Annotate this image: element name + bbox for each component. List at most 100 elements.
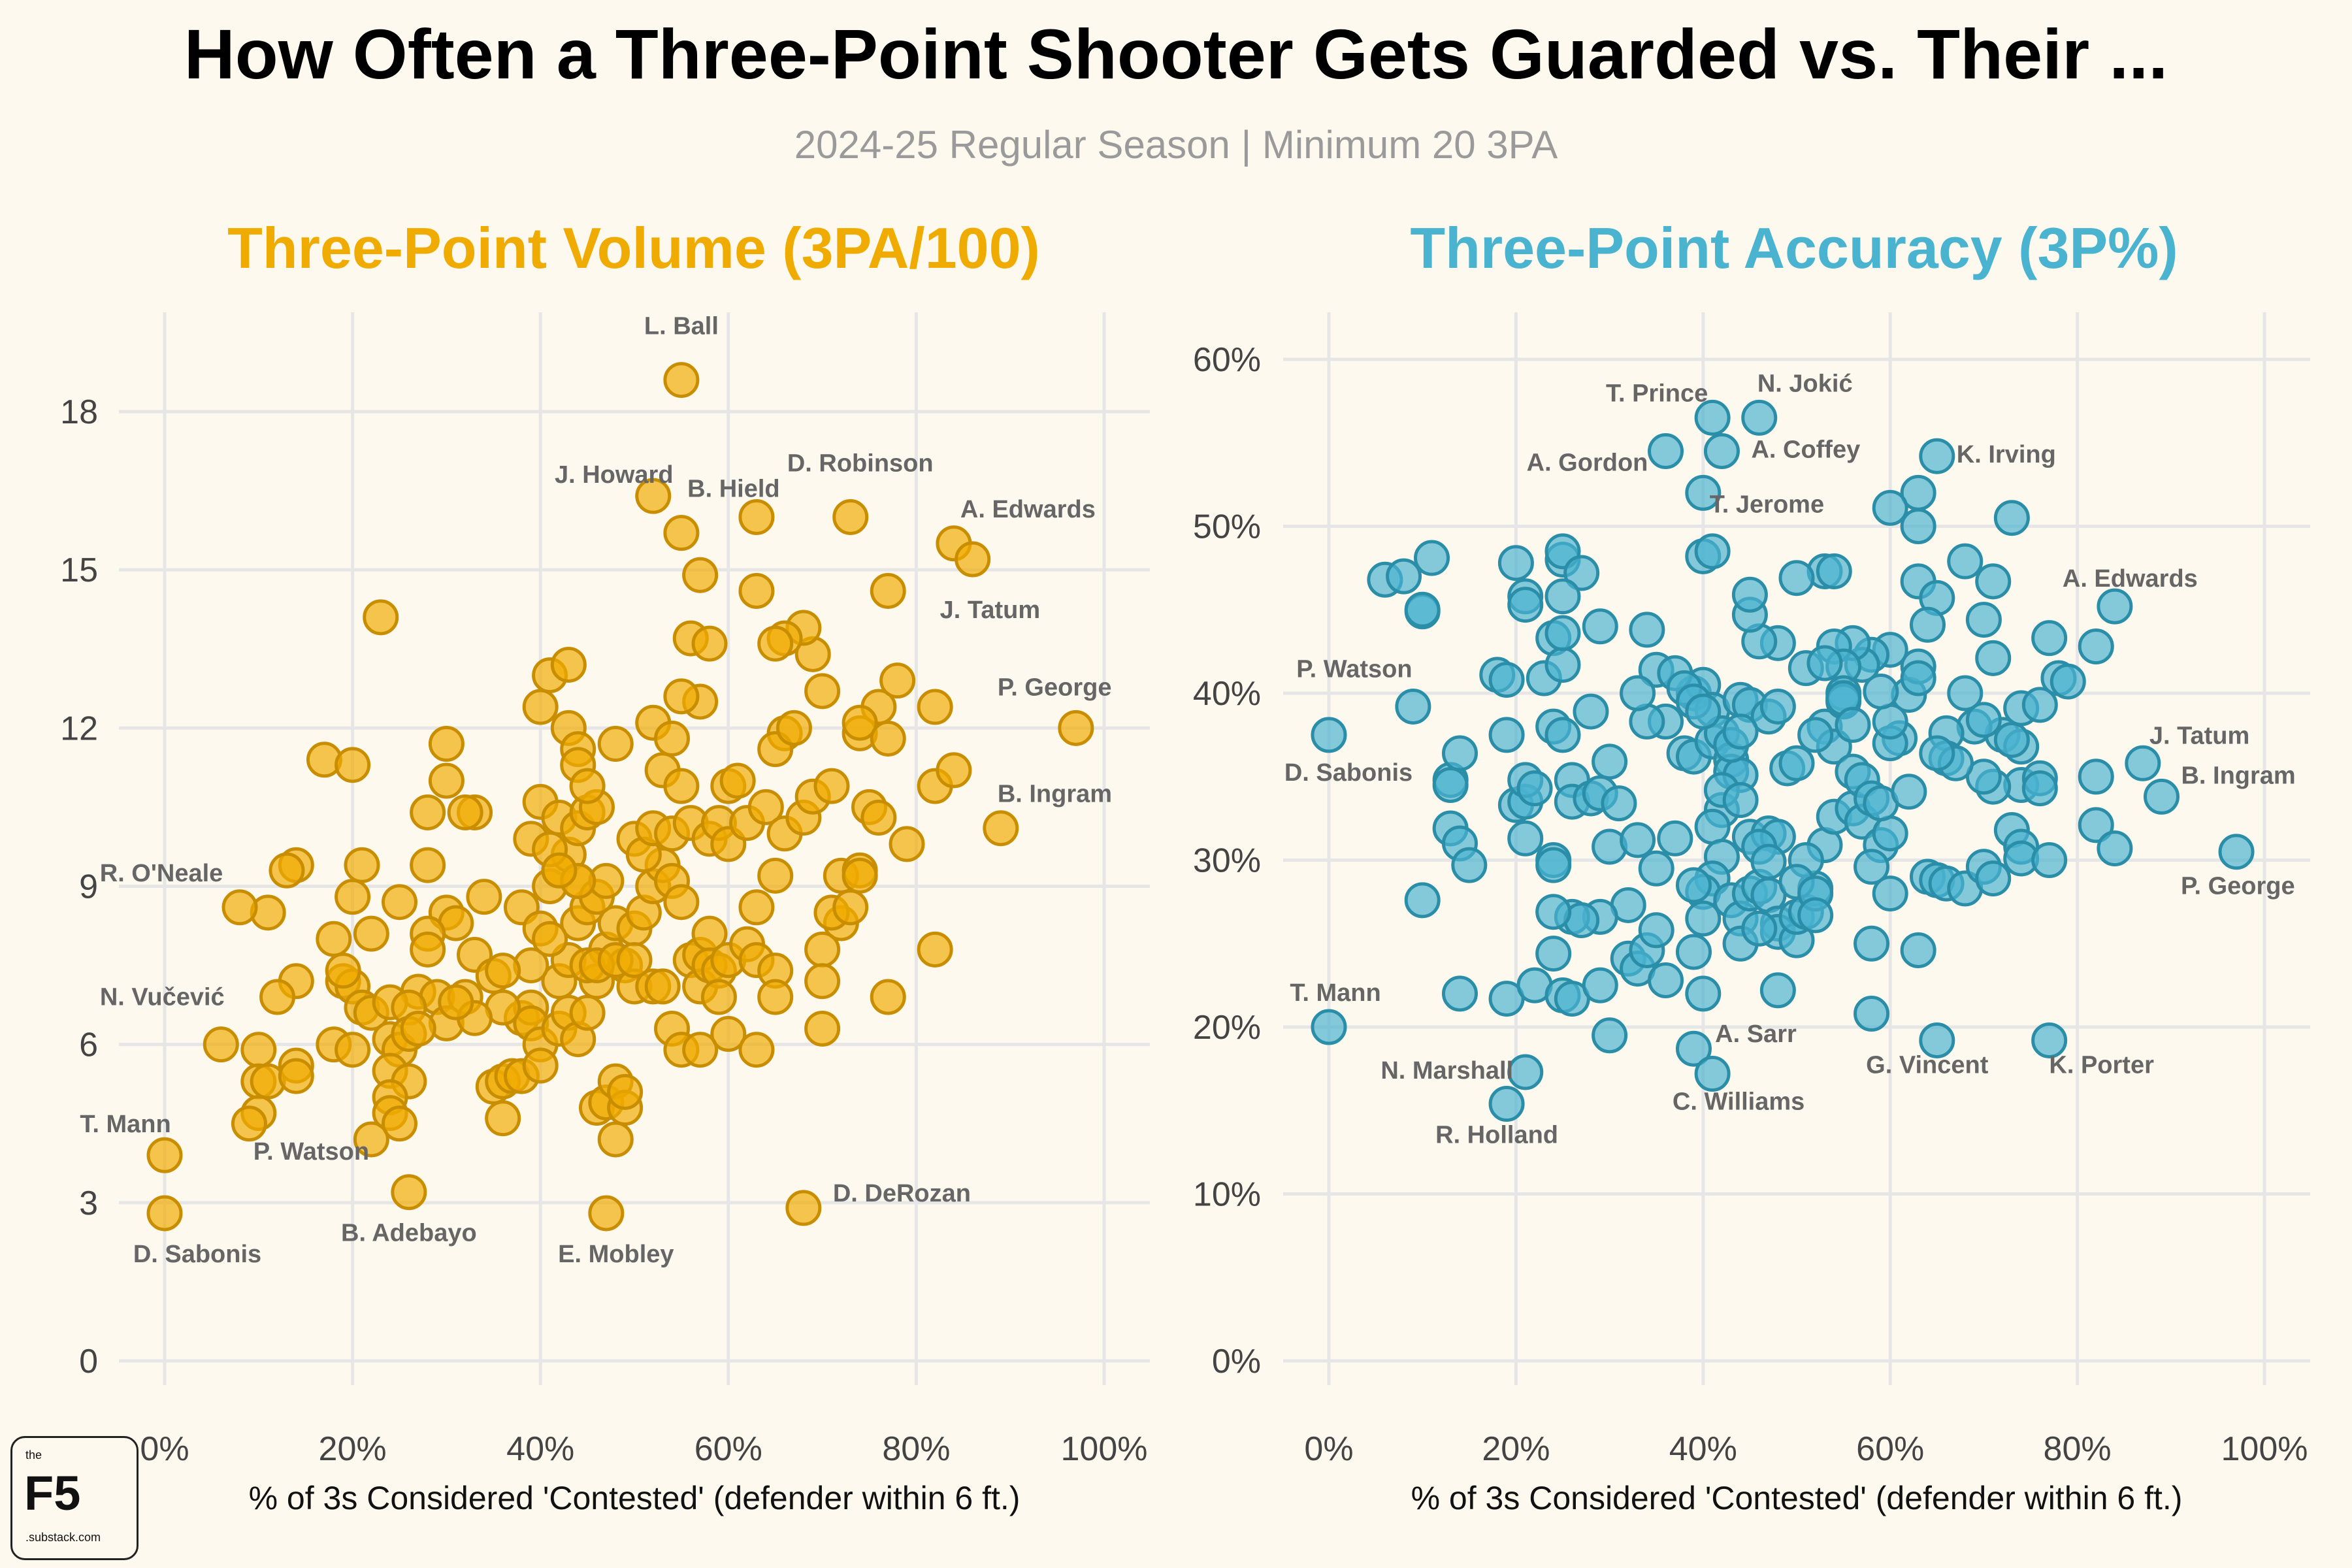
data-point [1507, 1054, 1544, 1090]
data-point [2031, 1022, 2068, 1058]
data-point [936, 752, 972, 789]
data-point [1535, 936, 1572, 972]
data-point [1432, 767, 1469, 804]
data-point [335, 1032, 371, 1068]
data-point [832, 498, 869, 535]
chart-subtitle: 2024-25 Regular Season | Minimum 20 3PA [794, 123, 1558, 167]
data-point [719, 762, 756, 799]
data-point [1544, 647, 1581, 683]
data-point [391, 1174, 427, 1211]
data-point [841, 857, 878, 894]
data-point [804, 931, 841, 968]
x-axis-title: % of 3s Considered 'Contested' (defender… [1411, 1480, 2183, 1516]
data-point [860, 800, 897, 836]
data-point [344, 847, 380, 883]
data-point [278, 1058, 314, 1094]
data-point [1395, 688, 1431, 725]
volume-panel-title: Three-Point Volume (3PA/100) [227, 216, 1040, 280]
data-point [410, 931, 446, 968]
data-point [1573, 693, 1609, 730]
data-point [1741, 910, 1778, 947]
point-label: D. DeRozan [833, 1180, 971, 1207]
data-point [1872, 703, 1908, 740]
data-point [785, 1190, 822, 1226]
data-point [1909, 606, 1946, 643]
data-point [738, 498, 775, 535]
logo-f5-text: F5 [24, 1466, 81, 1520]
data-point [682, 1032, 719, 1068]
data-point [1863, 673, 1899, 710]
x-tick-label: 80% [2044, 1430, 2112, 1468]
point-label: B. Hield [687, 476, 779, 503]
data-point [616, 942, 653, 979]
point-label: R. Holland [1435, 1122, 1558, 1149]
x-tick-label: 100% [1061, 1430, 1148, 1468]
y-tick-label: 15 [60, 551, 98, 589]
y-tick-label: 18 [60, 393, 98, 431]
data-point [1535, 847, 1572, 883]
data-point [879, 662, 916, 699]
data-point [221, 889, 258, 926]
point-label: K. Porter [2049, 1051, 2154, 1079]
data-point [1722, 782, 1759, 819]
point-label: D. Sabonis [133, 1241, 261, 1268]
data-point [1592, 1017, 1628, 1054]
data-point [146, 1137, 183, 1173]
points [1311, 399, 2255, 1122]
point-label: A. Sarr [1715, 1021, 1797, 1048]
data-point [804, 673, 841, 710]
data-point [428, 762, 465, 799]
data-point [870, 720, 906, 757]
data-point [485, 953, 521, 989]
data-point [1854, 849, 1890, 885]
data-point [691, 625, 728, 662]
data-point [146, 1195, 183, 1232]
data-point [1582, 608, 1618, 645]
point-label: P. Watson [1296, 655, 1412, 683]
point-label: J. Tatum [2149, 722, 2249, 749]
x-tick-label: 40% [1669, 1430, 1737, 1468]
data-point [1872, 489, 1908, 526]
data-point [1797, 717, 1834, 753]
data-point [410, 794, 446, 830]
data-point [1685, 693, 1722, 730]
point-label: N. Jokić [1757, 370, 1853, 397]
data-point [870, 979, 906, 1015]
data-point [588, 1195, 625, 1232]
data-point [1816, 553, 1852, 589]
y-tick-label: 6 [79, 1026, 98, 1064]
data-point [2143, 778, 2180, 815]
accuracy-panel-title: Three-Point Accuracy (3P%) [1410, 216, 2178, 280]
data-point [2218, 834, 2255, 870]
data-point [1919, 735, 1955, 772]
data-point [738, 572, 775, 609]
data-point [1975, 860, 2012, 897]
data-point [1797, 897, 1834, 934]
data-point [1694, 808, 1731, 845]
data-point [813, 768, 850, 804]
point-label: J. Tatum [940, 596, 1040, 624]
data-point [1535, 894, 1572, 930]
data-point [1648, 962, 1684, 998]
x-tick-label: 40% [506, 1430, 574, 1468]
data-point [1675, 934, 1712, 970]
data-point [841, 704, 878, 741]
data-point [382, 1105, 417, 1142]
data-point [1441, 735, 1478, 772]
chart-title: How Often a Three-Point Shooter Gets Gua… [184, 14, 2168, 93]
point-label: E. Mobley [558, 1241, 674, 1268]
data-point [1872, 875, 1908, 912]
data-point [240, 1032, 277, 1068]
data-point [663, 515, 700, 551]
y-tick-label: 0% [1212, 1343, 1261, 1380]
point-label: B. Adebayo [341, 1220, 477, 1247]
data-point [1058, 710, 1094, 746]
data-point [203, 1026, 239, 1063]
data-point [1675, 1030, 1712, 1067]
data-point [663, 678, 700, 715]
accuracy-panel: Three-Point Accuracy (3P%) 0% 20% 40% 60% 80%… [1193, 216, 2310, 1516]
data-point [635, 478, 672, 514]
data-point [1965, 602, 2002, 638]
data-point [917, 689, 953, 725]
